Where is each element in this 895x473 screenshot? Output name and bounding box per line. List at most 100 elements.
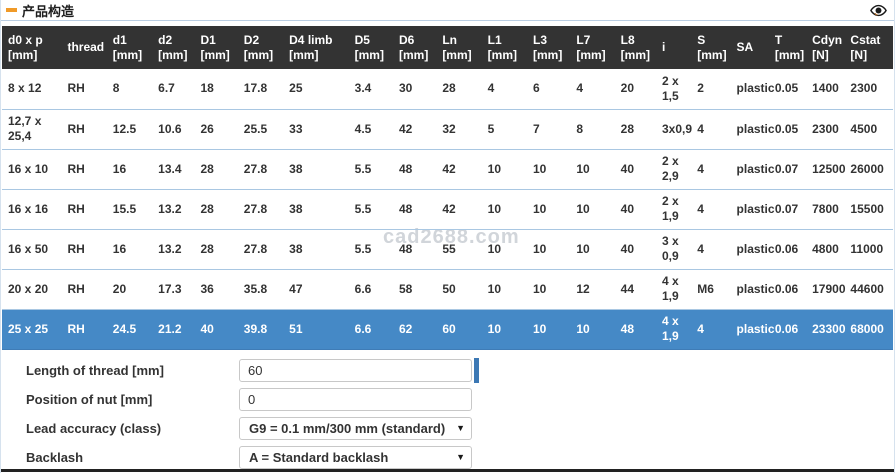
table-cell: 4 x 1,9: [655, 309, 692, 350]
table-cell: 4: [481, 69, 527, 110]
panel-title: 产品构造: [22, 3, 75, 19]
table-cell: 0.05: [768, 69, 807, 110]
lead-accuracy-select[interactable]: G9 = 0.1 mm/300 mm (standard) ▼: [239, 416, 472, 440]
table-cell: 10: [527, 269, 571, 310]
table-cell: 17.8: [237, 69, 284, 110]
visibility-eye-icon[interactable]: [870, 4, 887, 17]
table-cell: 7800: [806, 189, 845, 230]
column-header-d2: D2 [mm]: [237, 26, 284, 69]
table-row[interactable]: 12,7 x 25,4 RH 12.5 10.6 26 25.5 33 4.5 42 32 5 7 8 2…: [2, 109, 893, 150]
table-cell: 10: [527, 189, 571, 230]
table-cell: RH: [61, 189, 107, 230]
table-row[interactable]: 25 x 25 RH 24.5 21.2 40 39.8 51 6.6 62 60 10 10 10 48…: [2, 309, 893, 350]
column-header-ln: Ln [mm]: [436, 26, 482, 69]
table-cell: 0.06: [768, 269, 807, 310]
table-cell: 60: [436, 309, 482, 350]
table-cell: 38: [283, 229, 349, 270]
column-header-d1: D1 [mm]: [194, 26, 238, 69]
table-row[interactable]: 16 x 10 RH 16 13.4 28 27.8 38 5.5 48 42 10 10 10 40 2 …: [2, 149, 893, 190]
backlash-selected-value: A = Standard backlash: [249, 449, 389, 465]
table-cell: 50: [436, 269, 482, 310]
table-cell: 10: [481, 269, 527, 310]
table-row[interactable]: 16 x 50 RH 16 13.2 28 27.8 38 5.5 48 55 10 10 10 40 3 …: [2, 229, 893, 270]
table-cell: 16: [106, 149, 153, 190]
table-cell: 0.07: [768, 149, 807, 190]
table-cell: 12,7 x 25,4: [2, 109, 62, 150]
table-cell: 38: [283, 149, 349, 190]
table-cell: 1400: [806, 69, 845, 110]
panel-title-bar: 产品构造: [1, 0, 894, 21]
table-cell: 44600: [844, 269, 893, 310]
column-header-l7: L7 [mm]: [570, 26, 615, 69]
product-table-area: cad2688.com d0 x p [mm] thread d1 [mm] d2 […: [2, 26, 893, 350]
table-cell: 42: [436, 189, 482, 230]
table-cell: 16 x 16: [2, 189, 62, 230]
table-cell: 68000: [844, 309, 893, 350]
table-cell: RH: [61, 309, 107, 350]
position-of-nut-input[interactable]: [239, 387, 472, 411]
table-cell: RH: [61, 149, 107, 190]
table-cell: 33: [283, 109, 349, 150]
column-header-s: S [mm]: [691, 26, 731, 69]
table-cell: 6.6: [348, 269, 393, 310]
table-cell: 62: [392, 309, 437, 350]
column-header-l1: L1 [mm]: [481, 26, 527, 69]
table-cell: 27.8: [237, 189, 284, 230]
table-cell: RH: [61, 269, 107, 310]
column-header-d5: D5 [mm]: [348, 26, 393, 69]
table-cell: 36: [194, 269, 238, 310]
table-cell: 0.07: [768, 189, 807, 230]
table-cell: 20: [614, 69, 656, 110]
table-cell: 4.5: [348, 109, 393, 150]
column-header-sa: SA: [730, 26, 769, 69]
table-cell: 13.4: [152, 149, 195, 190]
table-cell: 48: [614, 309, 656, 350]
collapse-dash-icon[interactable]: [6, 8, 17, 12]
length-of-thread-input[interactable]: [239, 358, 472, 382]
column-header-d4: D4 limb [mm]: [283, 26, 349, 69]
table-cell: 13.2: [152, 189, 195, 230]
table-cell: 10: [481, 229, 527, 270]
table-cell: 28: [436, 69, 482, 110]
table-cell: 40: [614, 189, 656, 230]
table-cell: 12.5: [106, 109, 153, 150]
table-cell: 48: [392, 149, 437, 190]
table-cell: 11000: [844, 229, 893, 270]
table-cell: 28: [614, 109, 656, 150]
table-cell: 2 x 1,5: [655, 69, 692, 110]
column-header-l8: L8 [mm]: [614, 26, 656, 69]
table-row[interactable]: 8 x 12 RH 8 6.7 18 17.8 25 3.4 30 28 4 6 4 20 2 x 1,5 2…: [2, 69, 893, 110]
table-cell: 20 x 20: [2, 269, 62, 310]
table-cell: 21.2: [152, 309, 195, 350]
table-header-row: d0 x p [mm] thread d1 [mm] d2 [mm] D1 [mm] D2…: [2, 26, 893, 69]
table-cell: 10: [481, 309, 527, 350]
table-cell: 35.8: [237, 269, 284, 310]
form-row-position-of-nut: Position of nut [mm]: [26, 387, 894, 411]
table-cell: 8: [106, 69, 153, 110]
table-cell: 40: [194, 309, 238, 350]
table-cell: 44: [614, 269, 656, 310]
table-cell: 4: [691, 109, 731, 150]
table-cell: 8: [570, 109, 615, 150]
table-cell: 25: [283, 69, 349, 110]
table-cell: plastic: [730, 109, 775, 150]
table-cell: 7: [527, 109, 571, 150]
table-cell: 26000: [844, 149, 893, 190]
column-header-cdyn: Cdyn [N]: [806, 26, 845, 69]
backlash-label: Backlash: [26, 449, 84, 465]
table-cell: 4: [691, 229, 731, 270]
table-cell: 5: [481, 109, 527, 150]
table-cell: 3 x 0,9: [655, 229, 692, 270]
form-row-backlash: Backlash A = Standard backlash ▼: [26, 445, 894, 469]
table-cell: 0.06: [768, 229, 807, 270]
backlash-select[interactable]: A = Standard backlash ▼: [239, 445, 472, 469]
table-cell: 4: [691, 309, 731, 350]
table-row[interactable]: 20 x 20 RH 20 17.3 36 35.8 47 6.6 58 50 10 10 12 44 4 …: [2, 269, 893, 310]
table-cell: 30: [392, 69, 437, 110]
table-row[interactable]: 16 x 16 RH 15.5 13.2 28 27.8 38 5.5 48 42 10 10 10 40…: [2, 189, 893, 230]
dropdown-arrow-icon: ▼: [456, 423, 465, 433]
table-cell: 0.06: [768, 309, 807, 350]
table-cell: 2300: [806, 109, 845, 150]
table-cell: 10: [527, 229, 571, 270]
